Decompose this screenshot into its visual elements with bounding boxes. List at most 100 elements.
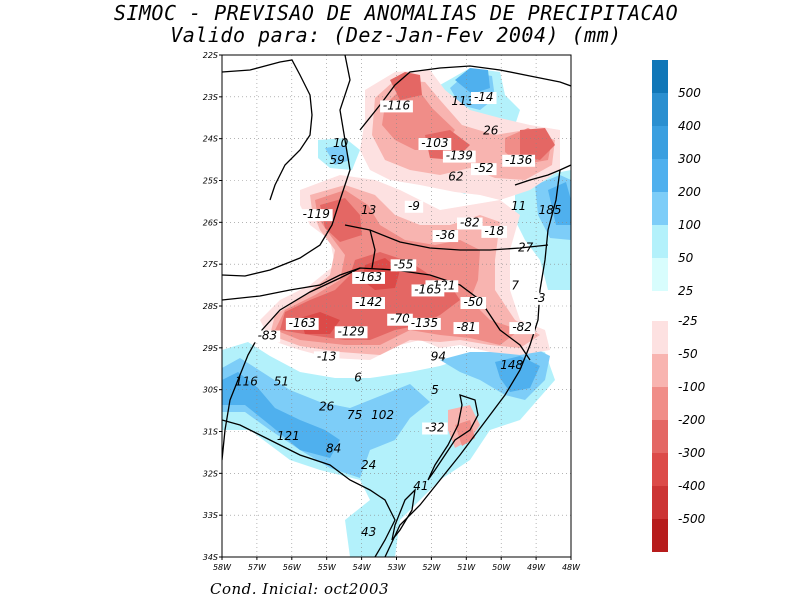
station-label-bg — [387, 313, 413, 326]
colorbar-swatch-negative — [652, 321, 668, 354]
station-value: 75 — [347, 408, 362, 422]
lat-tick-label: 22S — [203, 51, 218, 60]
station-value: -18 — [484, 224, 504, 238]
lon-tick-label: 48W — [562, 563, 581, 572]
colorbar-label: 400 — [678, 119, 701, 133]
lat-tick-label: 27S — [203, 260, 218, 269]
lon-tick-label: 51W — [457, 563, 476, 572]
lon-tick-label: 52W — [422, 563, 441, 572]
station-label-bg — [313, 351, 340, 364]
border-pr-sc — [344, 224, 549, 251]
negative-region-north-200c — [520, 128, 555, 160]
lon-tick-label: 55W — [318, 563, 337, 572]
station-value: 27 — [518, 241, 534, 255]
axis-ticks: 22S23S24S25S26S27S28S29S30S31S32S33S34S5… — [203, 51, 581, 572]
station-value: 26 — [483, 123, 499, 137]
station-value: -165 — [414, 282, 441, 296]
station-value: -163 — [289, 316, 316, 330]
colorbar-label: 500 — [678, 86, 701, 100]
colorbar-label: 50 — [678, 251, 694, 265]
colorbar-label: 25 — [678, 284, 693, 298]
chart-title: SIMOC - PREVISAO DE ANOMALIAS DE PRECIPI… — [113, 1, 679, 25]
station-label-bg — [453, 322, 480, 335]
station-value: -36 — [436, 228, 456, 242]
station-label-bg — [404, 200, 424, 213]
colorbar-label: -500 — [678, 512, 706, 526]
lon-tick-label: 54W — [353, 563, 372, 572]
station-value: -103 — [421, 136, 448, 150]
colorbar-swatch-negative — [652, 354, 668, 387]
station-value: -135 — [411, 316, 438, 330]
lon-tick-label: 50W — [492, 563, 511, 572]
station-value: 5 — [431, 383, 439, 397]
station-value: 26 — [319, 400, 335, 414]
lat-tick-label: 29S — [203, 344, 218, 353]
colorbar-label: -300 — [678, 446, 706, 460]
negative-region-center-200 — [320, 198, 362, 242]
station-value: -9 — [408, 199, 420, 213]
lat-tick-label: 30S — [203, 386, 218, 395]
station-label-bg — [408, 317, 441, 330]
station-label-bg — [390, 259, 417, 272]
station-value: 7 — [511, 278, 519, 292]
station-value: -55 — [394, 257, 414, 271]
station-label-bg — [418, 138, 452, 151]
station-label-bg — [254, 330, 281, 343]
station-label-bg — [411, 284, 445, 297]
station-label-bg — [334, 326, 368, 339]
lon-tick-label: 53W — [387, 563, 406, 572]
colorbar-swatch-positive — [652, 93, 668, 126]
colorbar-swatch-positive — [652, 258, 668, 291]
station-value: 113 — [451, 94, 474, 108]
colorbar-swatch-negative — [652, 420, 668, 453]
lat-tick-label: 34S — [203, 553, 218, 562]
station-value: 24 — [361, 458, 376, 472]
lat-tick-label: 32S — [203, 469, 218, 478]
station-label-bg — [470, 163, 497, 176]
station-value: -119 — [303, 207, 330, 221]
lat-tick-label: 28S — [203, 302, 218, 311]
positive-region-south — [222, 342, 555, 557]
positive-region-northeast-200 — [455, 68, 490, 94]
positive-region-coast-200 — [548, 182, 571, 225]
map-borders — [222, 55, 571, 557]
station-value: 185 — [539, 203, 562, 217]
positive-region-west-100 — [325, 145, 350, 165]
colorbar-label: -200 — [678, 413, 706, 427]
station-label-bg — [432, 230, 459, 243]
lon-tick-label: 57W — [248, 563, 267, 572]
coastline — [384, 169, 561, 557]
station-value: -163 — [355, 270, 382, 284]
station-value: 62 — [448, 170, 463, 184]
station-label-bg — [299, 209, 333, 222]
lat-tick-label: 33S — [203, 511, 218, 520]
border-pr-sp — [359, 65, 571, 131]
lat-tick-label: 23S — [203, 93, 218, 102]
station-value: 84 — [326, 441, 341, 455]
station-value: 59 — [330, 153, 345, 167]
colorbar: 500 400 300 200 100 50 25 -25 -50 -100 -200 -300 -40… — [652, 60, 706, 552]
station-value: -70 — [390, 312, 410, 326]
colorbar-swatch-positive — [652, 225, 668, 258]
colorbar-swatch-negative — [652, 519, 668, 552]
colorbar-label: 300 — [678, 152, 701, 166]
station-label-bg — [352, 271, 385, 284]
colorbar-label: 100 — [678, 218, 701, 232]
lon-tick-label: 56W — [283, 563, 302, 572]
river-iguacu — [369, 229, 376, 269]
colorbar-swatch-positive — [652, 126, 668, 159]
colorbar-label: -400 — [678, 479, 706, 493]
station-value: -142 — [355, 295, 382, 309]
station-value: -52 — [474, 161, 494, 175]
lat-tick-label: 26S — [203, 218, 218, 227]
positive-region-south-200 — [222, 372, 340, 458]
station-value: 43 — [361, 525, 376, 539]
station-value: -50 — [463, 295, 483, 309]
station-value: -83 — [258, 328, 278, 342]
station-value: -81 — [456, 320, 476, 334]
station-value: -14 — [474, 90, 494, 104]
station-label-bg — [285, 317, 319, 330]
colorbar-swatch-positive — [652, 192, 668, 225]
station-value: 51 — [274, 374, 289, 388]
